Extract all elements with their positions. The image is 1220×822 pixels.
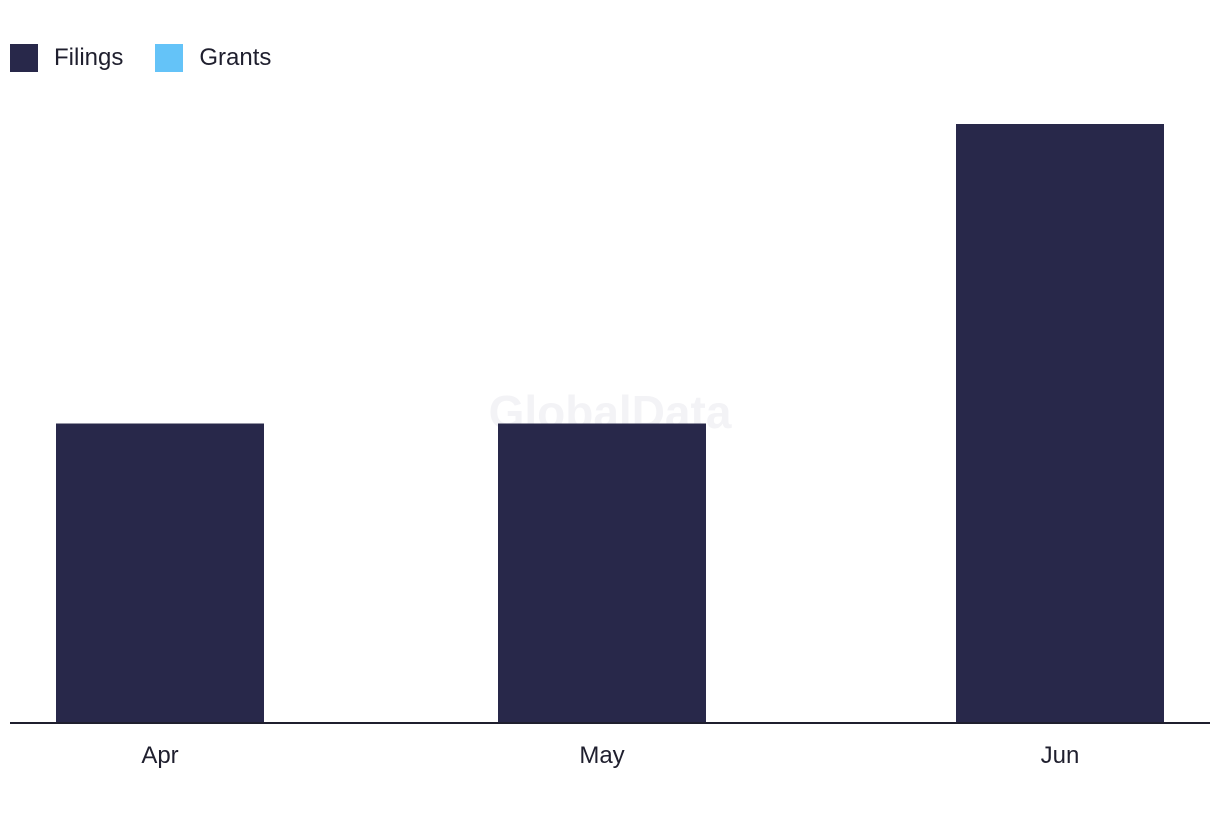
legend-item-filings: Filings [10, 44, 123, 72]
x-tick-label-jun: Jun [1041, 742, 1080, 769]
bar-filings-jun [956, 124, 1164, 723]
legend-swatch-filings [10, 44, 38, 72]
bar-filings-may [498, 423, 706, 723]
x-tick-label-may: May [579, 742, 624, 769]
legend-swatch-grants [155, 44, 184, 72]
legend-label-filings: Filings [54, 44, 124, 71]
bars-group [56, 124, 1164, 723]
bar-filings-apr [56, 423, 264, 723]
legend-label-grants: Grants [199, 44, 272, 71]
x-tick-label-apr: Apr [141, 742, 178, 769]
x-tick-labels: Apr May Jun [141, 742, 1079, 769]
legend-item-grants: Grants [155, 44, 271, 72]
legend: Filings Grants [10, 44, 303, 72]
